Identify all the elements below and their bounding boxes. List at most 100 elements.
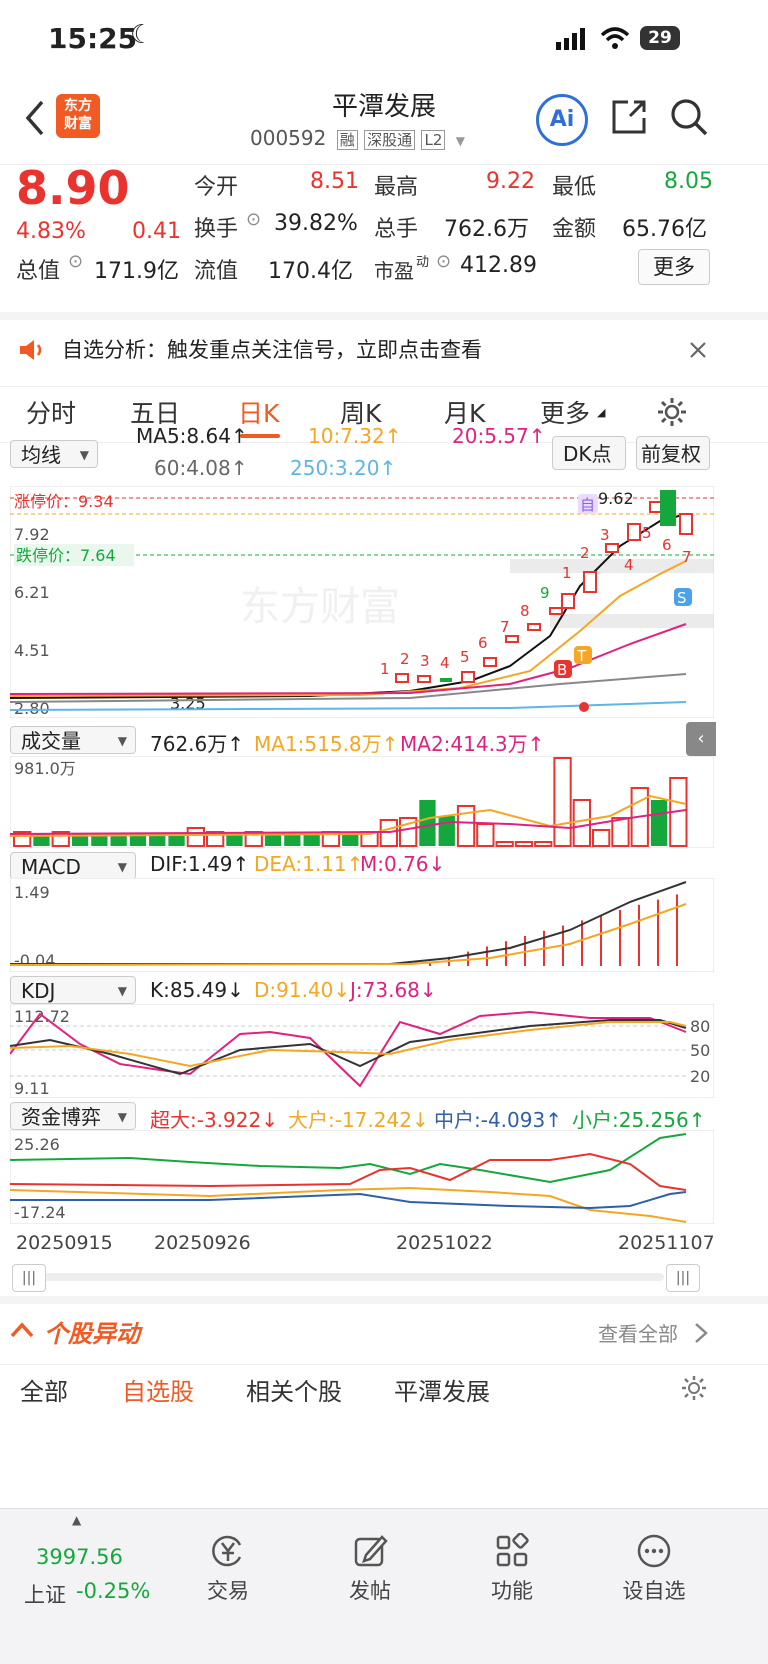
- nav-functions[interactable]: 功能: [452, 1533, 572, 1605]
- logo-line-2: 财富: [64, 116, 92, 132]
- subtab-related[interactable]: 相关个股: [246, 1378, 342, 1406]
- tab-monthly-k[interactable]: 月K: [444, 399, 486, 428]
- volume-bar: [91, 834, 108, 846]
- share-icon[interactable]: [608, 96, 650, 138]
- back-icon[interactable]: [22, 98, 46, 138]
- caret-up-icon: ▲: [72, 1513, 82, 1527]
- volume-chart: 981.0万: [10, 756, 714, 848]
- date-label: 20251107: [618, 1232, 715, 1254]
- nav-trade-label: 交易: [207, 1579, 249, 1603]
- volume-bar: [186, 827, 205, 847]
- gear-icon[interactable]: [680, 1374, 708, 1402]
- kdj-j: J:73.68↓: [350, 978, 437, 1002]
- fund-small-text: 小户:25.256: [572, 1108, 689, 1132]
- nav-header: 东方 财富 平潭发展 000592 融 深股通 L2 ▼ Ai: [0, 80, 768, 165]
- open-label: 今开: [194, 175, 239, 200]
- adjust-button[interactable]: 前复权: [636, 436, 710, 470]
- nav-add-watchlist-label: 设自选: [622, 1579, 686, 1603]
- adjust-label: 前复权: [641, 442, 701, 466]
- macd-m: M:0.76↓: [360, 852, 446, 876]
- subtab-all[interactable]: 全部: [20, 1378, 68, 1406]
- tab-daily-k[interactable]: 日K: [238, 399, 280, 428]
- seq-label: 2: [400, 650, 410, 668]
- ma10-value: 10:7.32↑: [308, 424, 402, 448]
- macd-dea: DEA:1.11↑: [254, 852, 364, 876]
- volume-bar: [572, 799, 592, 847]
- macd-dif-text: DIF:1.49: [150, 852, 233, 876]
- seq-label: 3: [420, 652, 430, 670]
- tab-more[interactable]: 更多: [540, 399, 591, 428]
- more-button[interactable]: 更多: [638, 249, 710, 285]
- info-icon[interactable]: ⊙: [246, 209, 262, 230]
- period-tabs: 分时 五日 日K 周K 月K 更多 ◢: [0, 382, 768, 443]
- chevron-down-icon: ▼: [117, 1110, 127, 1124]
- change-value: 0.41: [132, 219, 181, 244]
- nav-trade[interactable]: 交易: [168, 1533, 288, 1605]
- chevron-down-icon: ▼: [117, 860, 127, 874]
- ma5-text: MA5:8.64: [136, 424, 231, 448]
- chevron-up-icon[interactable]: [10, 1320, 34, 1340]
- seq-markers: 1 2 3 4 5 6 7 8 9 1 2 3 4 5 6 7: [380, 524, 692, 678]
- nav-add-watchlist[interactable]: 设自选: [594, 1533, 714, 1605]
- subtab-stock[interactable]: 平潭发展: [394, 1378, 490, 1406]
- view-all-link[interactable]: 查看全部: [598, 1322, 678, 1346]
- banner-text: 自选分析：触发重点关注信号，立即点击查看: [62, 338, 482, 362]
- fund-big-text: 大户:-17.242: [288, 1108, 412, 1132]
- kdj-k-text: K:85.49: [150, 978, 228, 1002]
- bottom-nav: ▲ 3997.56 上证 -0.25% 交易 发帖 功能 设自选: [0, 1508, 768, 1664]
- collapse-panel-button[interactable]: ‹: [686, 722, 716, 756]
- gear-icon[interactable]: [656, 396, 688, 428]
- battery-icon: 29: [640, 26, 680, 50]
- fund-select[interactable]: 资金博弈 ▼: [10, 1102, 136, 1130]
- tab-minute[interactable]: 分时: [26, 399, 77, 428]
- volume-bar: [284, 834, 301, 846]
- limit-down-label: 跌停价：7.64: [16, 546, 116, 565]
- marker-self: 自: [580, 496, 595, 514]
- change-pct: 4.83%: [16, 219, 86, 244]
- seq-label: 5: [460, 648, 470, 666]
- kline-chart[interactable]: 东方财富 涨停价：9.34 跌停价：7.64 7.92 6.21 4.51 2.…: [10, 486, 714, 718]
- volume-bar: [476, 823, 495, 847]
- range-handle-left[interactable]: |||: [12, 1264, 46, 1292]
- seq-label: 6: [662, 536, 672, 554]
- range-handle-right[interactable]: |||: [666, 1264, 700, 1292]
- search-icon[interactable]: [668, 96, 710, 138]
- fund-mid: 中户:-4.093↑: [434, 1108, 562, 1132]
- fund-super: 超大:-3.922↓: [150, 1108, 278, 1132]
- seq-label: 5: [642, 524, 652, 542]
- seq-label: 1: [380, 660, 390, 678]
- index-value[interactable]: 3997.56: [36, 1545, 123, 1569]
- ma-select-label: 均线: [21, 443, 61, 467]
- close-icon[interactable]: [688, 340, 708, 360]
- candles: [395, 490, 693, 683]
- chevron-right-icon[interactable]: [694, 1322, 708, 1344]
- volume-bar: [650, 800, 668, 846]
- chevron-down-icon: ▼: [117, 734, 127, 748]
- subtab-watchlist[interactable]: 自选股: [122, 1378, 194, 1406]
- range-track[interactable]: [44, 1273, 664, 1281]
- stock-title: 平潭发展: [331, 92, 436, 122]
- fund-big: 大户:-17.242↓: [288, 1108, 429, 1132]
- volume-bar: [456, 805, 476, 847]
- info-icon[interactable]: ⊙: [68, 251, 84, 272]
- kdj-select[interactable]: KDJ ▼: [10, 976, 136, 1004]
- tag-l2: L2: [421, 130, 446, 150]
- ai-button[interactable]: Ai: [536, 94, 588, 146]
- y-label-1: 7.92: [14, 525, 50, 544]
- tab-weekly-k[interactable]: 周K: [340, 399, 382, 428]
- volume-bar: [419, 800, 436, 846]
- ma10-text: 10:7.32: [308, 424, 385, 448]
- nav-post[interactable]: 发帖: [310, 1533, 430, 1605]
- kdj-y-bottom: 9.11: [14, 1079, 50, 1098]
- tab-5day[interactable]: 五日: [130, 399, 181, 428]
- info-icon[interactable]: ⊙: [436, 251, 452, 272]
- macd-select[interactable]: MACD ▼: [10, 852, 136, 880]
- chevron-down-icon[interactable]: ▼: [455, 134, 465, 148]
- analysis-banner[interactable]: 自选分析：触发重点关注信号，立即点击查看: [0, 312, 768, 387]
- ma-select[interactable]: 均线 ▼: [10, 440, 98, 468]
- volume-select[interactable]: 成交量 ▼: [10, 726, 136, 754]
- dk-point-button[interactable]: DK点: [552, 436, 626, 470]
- tag-connect: 深股通: [364, 130, 416, 150]
- date-label: 20250926: [154, 1232, 251, 1254]
- y-label-bottom: 2.80: [14, 699, 50, 718]
